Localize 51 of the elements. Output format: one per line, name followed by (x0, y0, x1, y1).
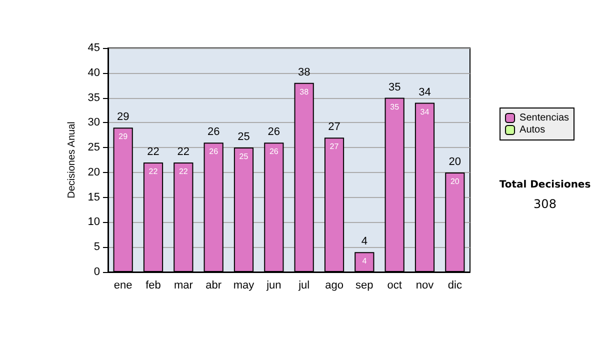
x-tick-label: dic (448, 280, 462, 292)
y-tick-label: 45 (88, 42, 100, 54)
x-tick-label: abr (206, 280, 222, 292)
y-tick-label: 30 (88, 116, 100, 129)
total-label: 22 (177, 146, 190, 158)
y-tick-label: 40 (88, 66, 100, 79)
total-label: 27 (328, 121, 340, 134)
y-tick-label: 20 (88, 166, 100, 178)
data-label: 26 (269, 147, 279, 156)
data-label: 22 (178, 166, 188, 176)
data-label: 20 (450, 176, 460, 186)
total-label: 35 (388, 81, 401, 94)
x-tick-label: mar (174, 280, 194, 292)
legend-label: Sentencias (520, 112, 570, 124)
x-tick-label: ago (325, 280, 344, 292)
total-label: 4 (361, 236, 368, 248)
data-label: 35 (390, 102, 400, 112)
data-label: 29 (118, 132, 128, 142)
legend-label: Autos (520, 124, 546, 136)
x-tick-label: jul (298, 280, 310, 292)
y-tick-label: 25 (88, 142, 100, 154)
total-label: 26 (268, 126, 280, 138)
y-tick-label: 35 (88, 92, 100, 104)
total-label: 22 (147, 146, 160, 158)
x-tick-label: nov (416, 280, 434, 292)
total-label: 25 (238, 131, 250, 144)
total-label: 29 (116, 111, 130, 124)
data-label: 25 (239, 152, 249, 162)
y-tick-label: 15 (88, 191, 100, 204)
data-label: 27 (330, 142, 340, 152)
x-tick-label: may (233, 280, 255, 292)
data-label: 22 (148, 166, 158, 176)
total-label: 38 (298, 66, 310, 78)
y-tick-label: 10 (88, 216, 100, 228)
data-label: 38 (300, 87, 310, 96)
data-label: 34 (420, 107, 430, 116)
y-tick-label: 5 (94, 241, 100, 254)
total-label: 26 (207, 126, 220, 138)
data-label: 26 (209, 147, 219, 156)
text: 308 (534, 197, 556, 211)
data-label: 4 (362, 256, 368, 266)
x-tick-label: feb (146, 280, 161, 292)
y-tick-label: 0 (94, 266, 100, 278)
total-label: 34 (418, 86, 431, 98)
x-tick-label: sep (356, 280, 374, 292)
y-axis-title: Decisiones Anual (66, 122, 78, 198)
x-tick-label: ene (114, 280, 132, 292)
x-tick-label: jun (266, 280, 282, 292)
total-label: 20 (448, 156, 462, 168)
text: Total Decisiones (499, 180, 591, 190)
x-tick-label: oct (387, 280, 402, 292)
